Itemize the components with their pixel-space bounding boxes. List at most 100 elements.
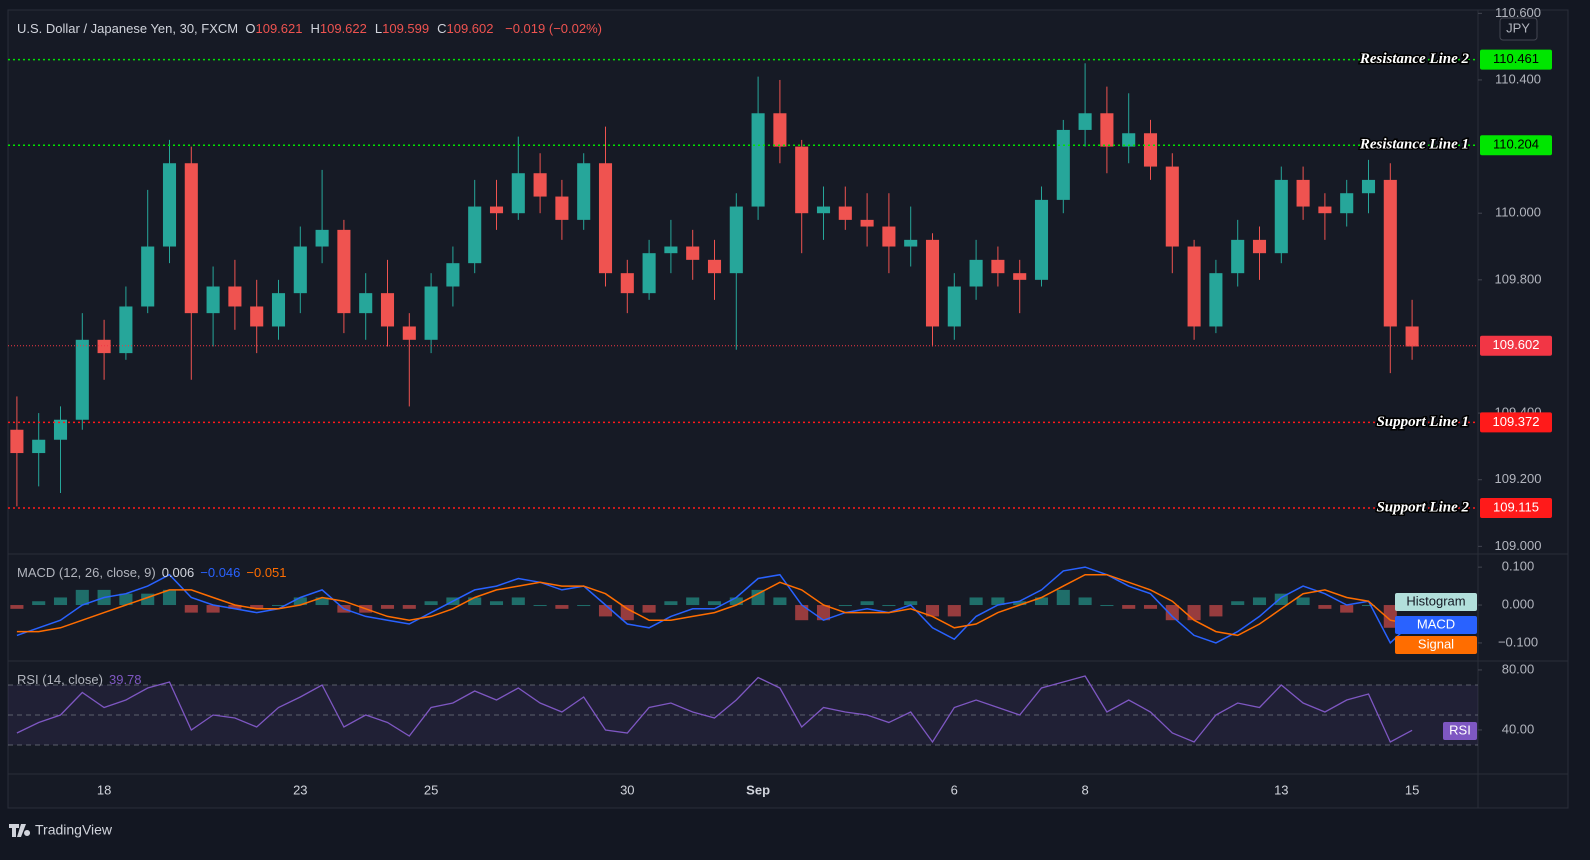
histogram-bar — [860, 601, 874, 606]
last-price-label: 109.602 — [1493, 337, 1540, 352]
y-tick-label: −0.100 — [1498, 634, 1538, 649]
candle-body — [141, 246, 155, 307]
y-tick-label: 110.600 — [1495, 5, 1541, 20]
candle-body — [424, 286, 438, 340]
line-price-label-box — [1480, 49, 1552, 70]
line-price-label-box — [1480, 135, 1552, 156]
x-tick-label: 18 — [97, 782, 111, 797]
candle-body — [359, 293, 373, 314]
histogram-bar — [555, 605, 569, 609]
current-value: 0.006 — [162, 565, 195, 580]
chart-frame — [7, 9, 1569, 809]
line-price-label-box — [1480, 412, 1552, 433]
candle-body — [315, 229, 329, 247]
histogram-bar — [184, 605, 198, 613]
pane-title-text: RSI (14, close) — [17, 672, 103, 687]
y-tick-label: 0.000 — [1502, 596, 1535, 611]
histogram-bar — [511, 597, 525, 606]
histogram-bar — [1034, 597, 1049, 606]
histogram-bar — [991, 597, 1005, 606]
brand: TradingView — [35, 822, 113, 838]
last-price-label-box — [1480, 335, 1552, 356]
candle-body — [119, 306, 133, 354]
histogram-bar — [751, 589, 765, 606]
histogram-bar — [162, 589, 177, 606]
line-price-label: 109.115 — [1493, 499, 1539, 514]
histogram-bar — [489, 601, 504, 606]
candle-body — [795, 146, 809, 214]
indicator-line — [16, 573, 1413, 637]
candle-body — [184, 163, 198, 314]
histogram-bar — [642, 605, 656, 613]
current-value: −0.046 — [200, 565, 240, 580]
candle-body — [1318, 206, 1332, 214]
histogram-bar — [53, 597, 68, 606]
legend-box — [1443, 722, 1477, 740]
candle-body — [1231, 239, 1245, 274]
ohlc: O109.621 H109.622 L109.599 C109.602 — [245, 21, 501, 36]
histogram-bar — [664, 601, 678, 606]
candle-body — [293, 246, 307, 294]
histogram-bar — [1231, 601, 1245, 606]
histogram-bar — [533, 605, 547, 607]
histogram-bar — [271, 605, 286, 607]
histogram-bar — [773, 597, 787, 606]
candle-body — [904, 239, 918, 247]
ohlc-value: 109.602 — [446, 21, 494, 36]
histogram-bar — [1056, 589, 1070, 606]
histogram-bar — [10, 605, 24, 609]
rsi-line — [16, 675, 1413, 744]
y-tick-label: 109.000 — [1495, 538, 1542, 553]
y-tick-label: 110.000 — [1495, 205, 1541, 220]
candle-body — [468, 206, 482, 264]
currency-box — [1499, 17, 1538, 41]
y-tick-label: 80.00 — [1502, 661, 1535, 676]
candle-body — [686, 246, 700, 260]
pane-title: MACD (12, 26, close, 9) 0.006 −0.046 −0.051 — [17, 565, 287, 580]
histogram-bar — [380, 605, 395, 609]
histogram-bar — [293, 597, 307, 606]
candle-body — [751, 113, 765, 207]
candle-body — [1034, 199, 1049, 280]
histogram-bar — [1078, 597, 1092, 606]
histogram-bar — [1013, 601, 1027, 606]
x-tick-label: Sep — [746, 782, 770, 797]
y-tick-label: 110.400 — [1495, 71, 1541, 86]
histogram-bar — [1165, 605, 1179, 621]
candle-body — [250, 306, 264, 327]
histogram-bar — [816, 605, 831, 621]
legend-box — [1395, 636, 1477, 654]
line-price-label: 110.204 — [1493, 137, 1539, 152]
line-name: Resistance Line 2 — [1359, 51, 1470, 67]
histogram-bar — [1252, 597, 1267, 606]
histogram-bar — [838, 605, 852, 607]
histogram-bar — [925, 605, 940, 617]
brand-logo — [9, 824, 31, 837]
candle-body — [1165, 166, 1179, 247]
ohlc-key: O — [245, 21, 256, 36]
histogram-bar — [228, 605, 242, 609]
candle-body — [969, 259, 983, 287]
histogram-bar — [424, 601, 438, 606]
candle-body — [533, 173, 547, 197]
histogram-bar — [1100, 605, 1114, 607]
histogram-bar — [1187, 605, 1201, 621]
candle-body — [228, 286, 242, 307]
histogram-bar — [32, 601, 46, 606]
candle-body — [1361, 179, 1376, 194]
candle-body — [882, 226, 896, 247]
histogram-bar — [250, 605, 264, 609]
candle-body — [1252, 239, 1267, 254]
ohlc-value: 109.621 — [255, 21, 303, 36]
legend-label: Signal — [1418, 636, 1454, 651]
histogram-bar — [620, 605, 634, 621]
histogram-bar — [904, 601, 918, 606]
pane-title-text: MACD (12, 26, close, 9) — [17, 565, 156, 580]
symbol-header: U.S. Dollar / Japanese Yen, 30, FXCM O10… — [17, 21, 610, 36]
x-tick-label: 8 — [1081, 782, 1088, 797]
candle-body — [1100, 113, 1114, 147]
histogram-bar — [119, 593, 133, 606]
legend-box — [1395, 616, 1477, 634]
candle-body — [925, 239, 940, 327]
